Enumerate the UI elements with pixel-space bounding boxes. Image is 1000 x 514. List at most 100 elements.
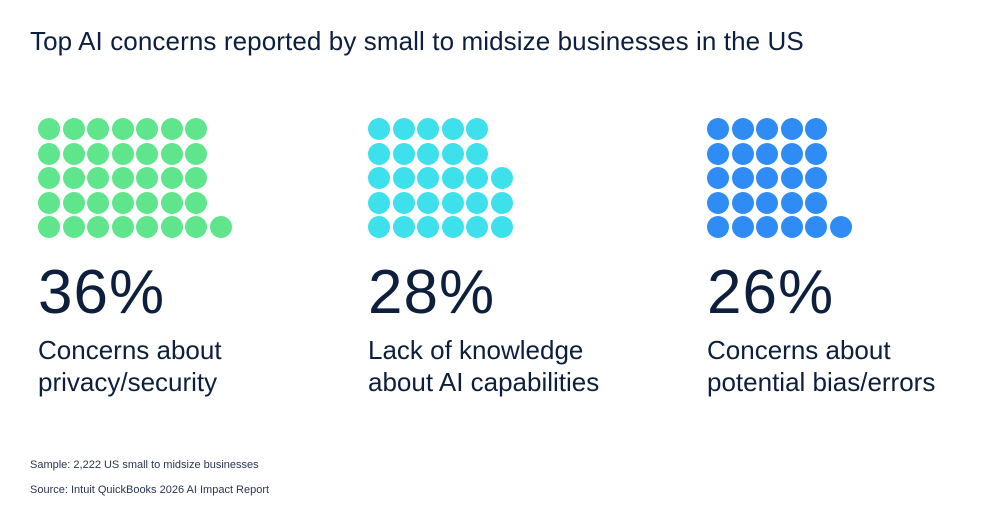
percent-dot — [87, 191, 109, 214]
percent-dot — [756, 191, 778, 214]
percent-dot — [392, 142, 415, 165]
stat-ai-knowledge: 28% Lack of knowledge about AI capabilit… — [368, 118, 668, 398]
percent-dot — [756, 216, 778, 238]
percent-dot — [136, 216, 158, 238]
description-line: Concerns about — [38, 335, 222, 365]
percent-dot — [731, 167, 754, 189]
percent-dot — [756, 118, 778, 140]
percent-dot — [38, 142, 60, 165]
dot-matrix — [38, 118, 338, 248]
percent-dot — [368, 191, 390, 214]
percent-dot — [731, 191, 754, 214]
percent-dot — [38, 118, 60, 140]
percent-dot — [111, 167, 134, 189]
description-line: potential bias/errors — [707, 367, 936, 397]
percent-dot — [466, 167, 488, 189]
percent-dot — [805, 191, 827, 214]
percent-dot — [805, 142, 827, 165]
dot-matrix — [707, 118, 1000, 248]
percent-dot — [62, 216, 85, 238]
percent-dot — [466, 191, 488, 214]
percent-dot — [368, 216, 390, 238]
percent-dot — [136, 191, 158, 214]
sample-note: Sample: 2,222 US small to midsize busine… — [30, 459, 259, 471]
percent-dot — [185, 216, 207, 238]
percent-dot — [417, 191, 439, 214]
percent-dot — [368, 118, 390, 140]
percent-dot — [136, 118, 158, 140]
percent-dot — [441, 118, 464, 140]
stat-percent: 36% — [38, 258, 166, 327]
percent-dot — [441, 191, 464, 214]
percent-dot — [707, 216, 729, 238]
percent-dot — [368, 167, 390, 189]
percent-dot — [490, 216, 513, 238]
percent-dot — [466, 142, 488, 165]
percent-dot — [756, 142, 778, 165]
percent-dot — [417, 216, 439, 238]
percent-dot — [756, 167, 778, 189]
stat-percent: 28% — [368, 258, 496, 327]
percent-dot — [38, 216, 60, 238]
percent-dot — [87, 216, 109, 238]
percent-dot — [490, 191, 513, 214]
percent-dot — [780, 142, 803, 165]
description-line: privacy/security — [38, 367, 218, 397]
percent-dot — [417, 167, 439, 189]
percent-dot — [707, 142, 729, 165]
percent-dot — [62, 167, 85, 189]
percent-dot — [38, 191, 60, 214]
percent-dot — [392, 118, 415, 140]
percent-dot — [392, 167, 415, 189]
percent-dot — [441, 142, 464, 165]
percent-dot — [160, 142, 183, 165]
percent-dot — [707, 191, 729, 214]
stat-bias-errors: 26% Concerns about potential bias/errors — [707, 118, 1000, 398]
percent-dot — [111, 191, 134, 214]
percent-dot — [160, 167, 183, 189]
percent-dot — [392, 216, 415, 238]
percent-dot — [707, 167, 729, 189]
stat-privacy-security: 36% Concerns about privacy/security — [38, 118, 338, 398]
percent-dot — [466, 118, 488, 140]
percent-dot — [87, 142, 109, 165]
percent-dot — [160, 216, 183, 238]
percent-dot — [707, 118, 729, 140]
percent-dot — [111, 142, 134, 165]
stat-description: Lack of knowledge about AI capabilities — [368, 334, 668, 398]
percent-dot — [731, 216, 754, 238]
percent-dot — [111, 216, 134, 238]
percent-dot — [160, 191, 183, 214]
description-line: Concerns about — [707, 335, 891, 365]
percent-dot — [829, 216, 852, 238]
percent-dot — [417, 142, 439, 165]
percent-dot — [209, 216, 232, 238]
percent-dot — [62, 142, 85, 165]
percent-dot — [87, 118, 109, 140]
dot-matrix — [368, 118, 668, 248]
percent-dot — [136, 142, 158, 165]
percent-dot — [731, 142, 754, 165]
percent-dot — [62, 191, 85, 214]
percent-dot — [780, 191, 803, 214]
percent-dot — [441, 216, 464, 238]
percent-dot — [136, 167, 158, 189]
percent-dot — [805, 118, 827, 140]
percent-dot — [441, 167, 464, 189]
percent-dot — [185, 118, 207, 140]
stat-percent: 26% — [707, 258, 835, 327]
chart-title: Top AI concerns reported by small to mid… — [30, 26, 804, 56]
description-line: about AI capabilities — [368, 367, 600, 397]
percent-dot — [185, 191, 207, 214]
percent-dot — [417, 118, 439, 140]
percent-dot — [780, 216, 803, 238]
percent-dot — [185, 167, 207, 189]
percent-dot — [731, 118, 754, 140]
percent-dot — [780, 167, 803, 189]
percent-dot — [38, 167, 60, 189]
source-note: Source: Intuit QuickBooks 2026 AI Impact… — [30, 484, 270, 496]
percent-dot — [160, 118, 183, 140]
percent-dot — [805, 167, 827, 189]
percent-dot — [490, 167, 513, 189]
percent-dot — [87, 167, 109, 189]
